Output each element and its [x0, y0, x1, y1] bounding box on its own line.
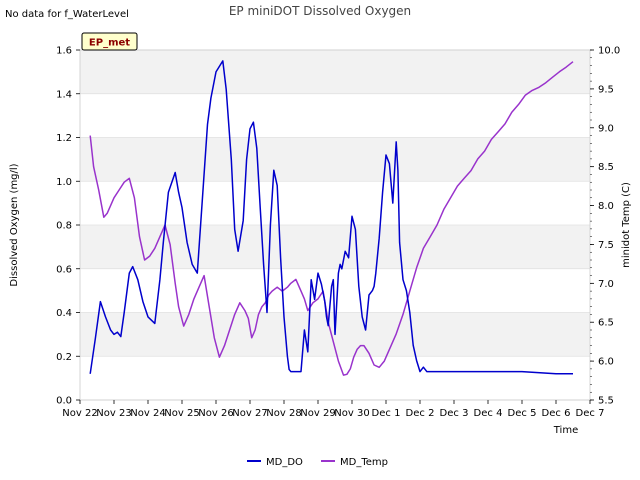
x-tick-label: Dec 5: [508, 408, 537, 419]
x-tick-label: Nov 28: [266, 408, 301, 419]
grid-band: [80, 137, 590, 182]
legend: MD_DO MD_Temp: [247, 457, 388, 468]
x-tick-label: Nov 24: [130, 408, 165, 419]
ep-met-badge: EP_met: [81, 32, 138, 51]
x-tick-label: Nov 29: [300, 408, 335, 419]
no-data-note: No data for f_WaterLevel: [5, 9, 129, 20]
x-tick-label: Nov 25: [164, 408, 199, 419]
x-tick-label: Nov 23: [96, 408, 131, 419]
x-tick-label: Dec 7: [576, 408, 605, 419]
y2-tick-label: 6.0: [598, 357, 614, 368]
y-tick-label: 0.6: [56, 264, 72, 275]
y-tick-label: 0.4: [56, 308, 72, 319]
grid-band: [80, 225, 590, 269]
y-tick-label: 0.8: [56, 221, 72, 232]
y2-tick-label: 7.5: [598, 240, 614, 251]
badge-label: EP_met: [89, 38, 130, 49]
legend-md-temp-label: MD_Temp: [340, 457, 388, 468]
y-tick-label: 1.2: [56, 133, 72, 144]
y2-tick-label: 8.0: [598, 201, 614, 212]
y-axis-title: Dissolved Oxygen (mg/l): [9, 163, 20, 286]
series-line-md-temp: [89, 61, 574, 376]
y2-tick-label: 5.5: [598, 396, 614, 407]
y2-tick-label: 9.0: [598, 123, 614, 134]
legend-md-do-label: MD_DO: [266, 457, 303, 468]
y-tick-label: 1.4: [56, 89, 72, 100]
y2-tick-label: 10.0: [598, 46, 620, 57]
x-tick-label: Nov 26: [198, 408, 233, 419]
x-tick-label: Dec 3: [440, 408, 469, 419]
y2-tick-label: 8.5: [598, 162, 614, 173]
x-axis-title: Time: [553, 425, 578, 436]
y-tick-label: 1.6: [56, 46, 72, 57]
y2-tick-label: 7.0: [598, 279, 614, 290]
y-axis-left: 0.0 0.2 0.4 0.6 0.8 1.0 1.2 1.4 1.6: [56, 46, 80, 407]
y-tick-label: 1.0: [56, 177, 72, 188]
y-tick-label: 0.0: [56, 396, 72, 407]
series-line-md-do: [89, 60, 573, 375]
series-md-do: [89, 60, 573, 375]
y-axis-right: 5.5 6.0 6.5 7.0 7.5 8.0 8.5 9.0 9.5 10.0: [590, 46, 620, 407]
x-tick-label: Dec 6: [542, 408, 571, 419]
y2-tick-label: 9.5: [598, 84, 614, 95]
series-md-temp: [89, 61, 574, 376]
grid-band: [80, 50, 590, 94]
x-tick-label: Dec 2: [406, 408, 435, 419]
x-tick-label: Nov 22: [62, 408, 97, 419]
x-tick-label: Dec 1: [372, 408, 401, 419]
y-tick-label: 0.2: [56, 352, 72, 363]
x-tick-label: Nov 30: [334, 408, 369, 419]
y2-tick-label: 6.5: [598, 318, 614, 329]
chart-title: EP miniDOT Dissolved Oxygen: [229, 4, 411, 18]
x-tick-label: Dec 4: [474, 408, 503, 419]
y2-axis-title: minidot Temp (C): [621, 182, 632, 268]
x-tick-label: Nov 27: [232, 408, 267, 419]
badge-box: [81, 32, 138, 51]
